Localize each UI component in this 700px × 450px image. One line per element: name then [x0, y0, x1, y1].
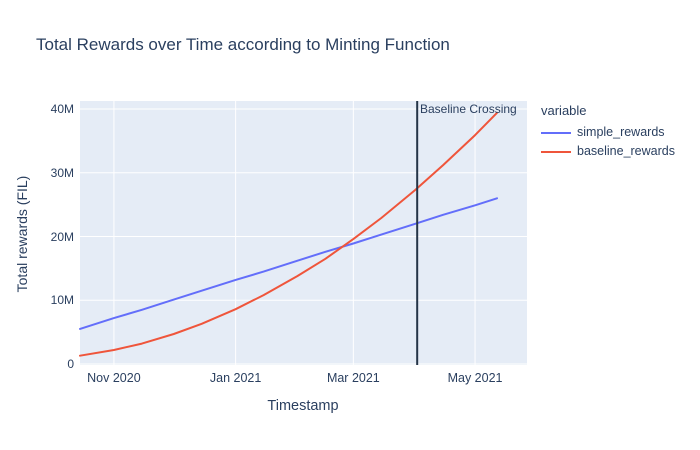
y-axis-title: Total rewards (FIL): [14, 175, 30, 293]
x-axis-title: Timestamp: [267, 398, 339, 414]
baseline-crossing-annotation: Baseline Crossing: [420, 102, 517, 116]
chart-title: Total Rewards over Time according to Min…: [36, 35, 450, 54]
legend-swatch-icon: [541, 150, 571, 153]
y-tick-label: 40M: [50, 102, 74, 116]
x-tick-label: Jan 2021: [209, 371, 262, 385]
series-line-baseline_rewards[interactable]: [79, 111, 498, 357]
y-tick-label: 20M: [50, 229, 74, 244]
x-tick-label: Mar 2021: [326, 371, 380, 385]
series-line-simple_rewards[interactable]: [79, 197, 498, 330]
y-tick-label: 30M: [50, 165, 74, 180]
legend-label: baseline_rewards: [577, 144, 675, 158]
legend: variable simple_rewards baseline_rewards: [541, 103, 675, 161]
x-tick-label: May 2021: [447, 371, 503, 385]
legend-label: simple_rewards: [577, 125, 665, 139]
y-tick-label: 0: [67, 357, 74, 371]
legend-items: simple_rewards baseline_rewards: [541, 123, 675, 161]
plot-background: [80, 101, 527, 365]
legend-swatch-icon: [541, 131, 571, 134]
y-tick-label: 10M: [50, 293, 74, 308]
legend-item-simple_rewards[interactable]: simple_rewards: [541, 123, 675, 142]
x-tick-label: Nov 2020: [87, 371, 141, 385]
legend-title: variable: [541, 103, 587, 118]
legend-item-baseline_rewards[interactable]: baseline_rewards: [541, 142, 675, 161]
